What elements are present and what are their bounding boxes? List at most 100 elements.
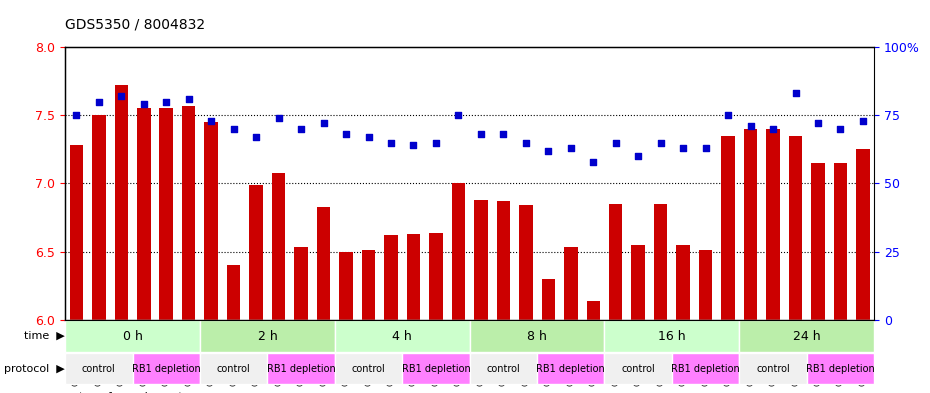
FancyBboxPatch shape [335,353,402,384]
Point [113,93,128,99]
Point [339,131,353,138]
Bar [497,201,510,320]
Text: time  ▶: time ▶ [24,331,65,341]
Bar [227,265,240,320]
FancyBboxPatch shape [267,353,335,384]
Point [698,145,713,151]
FancyBboxPatch shape [335,320,470,352]
Point [653,140,668,146]
Bar [698,250,712,320]
FancyBboxPatch shape [65,320,200,352]
Bar [766,129,779,320]
FancyBboxPatch shape [402,353,470,384]
Point [518,140,533,146]
Bar [631,245,644,320]
FancyBboxPatch shape [65,353,132,384]
FancyBboxPatch shape [806,353,874,384]
Text: protocol  ▶: protocol ▶ [5,364,65,374]
Point [248,134,263,140]
FancyBboxPatch shape [537,353,605,384]
Text: 0 h: 0 h [123,330,142,343]
Text: RB1 depletion: RB1 depletion [806,364,875,374]
Point [91,99,106,105]
Point [608,140,623,146]
Point [383,140,398,146]
Bar [137,108,151,320]
Point [676,145,691,151]
Bar [452,184,465,320]
Text: RB1 depletion: RB1 depletion [537,364,605,374]
Point [743,123,758,129]
Point [833,126,848,132]
FancyBboxPatch shape [671,353,739,384]
Bar [182,106,195,320]
FancyBboxPatch shape [604,353,671,384]
Bar [541,279,555,320]
FancyBboxPatch shape [739,353,806,384]
Bar [159,108,173,320]
Bar [474,200,487,320]
Point [856,118,870,124]
Point [788,90,803,97]
Bar [587,301,600,320]
Bar [249,185,263,320]
FancyBboxPatch shape [739,320,874,352]
Bar [654,204,668,320]
Text: RB1 depletion: RB1 depletion [402,364,471,374]
FancyBboxPatch shape [132,353,200,384]
Bar [789,136,803,320]
Point [272,115,286,121]
Text: control: control [486,364,520,374]
Bar [317,207,330,320]
Point [69,112,84,118]
Bar [676,245,690,320]
Text: 16 h: 16 h [658,330,685,343]
Point [473,131,488,138]
Bar [564,248,578,320]
Point [496,131,511,138]
Bar [362,250,375,320]
Point [406,142,421,149]
Point [361,134,376,140]
Point [181,96,196,102]
FancyBboxPatch shape [200,353,267,384]
Point [631,153,645,159]
Text: transformed count: transformed count [79,392,183,393]
Point [541,148,556,154]
Text: RB1 depletion: RB1 depletion [671,364,740,374]
FancyBboxPatch shape [470,353,537,384]
FancyBboxPatch shape [604,320,739,352]
Bar [339,252,352,320]
Text: GDS5350 / 8004832: GDS5350 / 8004832 [65,17,206,31]
Text: control: control [621,364,655,374]
Bar [519,205,533,320]
Bar [429,233,443,320]
Point [226,126,241,132]
Point [294,126,309,132]
Point [564,145,578,151]
Bar [92,115,105,320]
Bar [406,234,420,320]
Bar [205,122,218,320]
Bar [294,248,308,320]
Text: 4 h: 4 h [392,330,412,343]
Bar [722,136,735,320]
Bar [609,204,622,320]
Point [586,158,601,165]
Bar [114,85,128,320]
Point [316,120,331,127]
Bar [744,129,757,320]
Point [137,101,152,108]
Point [159,99,174,105]
Bar [857,149,870,320]
Text: control: control [352,364,385,374]
FancyBboxPatch shape [470,320,604,352]
Text: 2 h: 2 h [258,330,277,343]
Text: 8 h: 8 h [527,330,547,343]
Point [765,126,780,132]
FancyBboxPatch shape [200,320,335,352]
Point [721,112,736,118]
Text: ■: ■ [65,390,77,393]
Bar [70,145,83,320]
Text: control: control [82,364,115,374]
